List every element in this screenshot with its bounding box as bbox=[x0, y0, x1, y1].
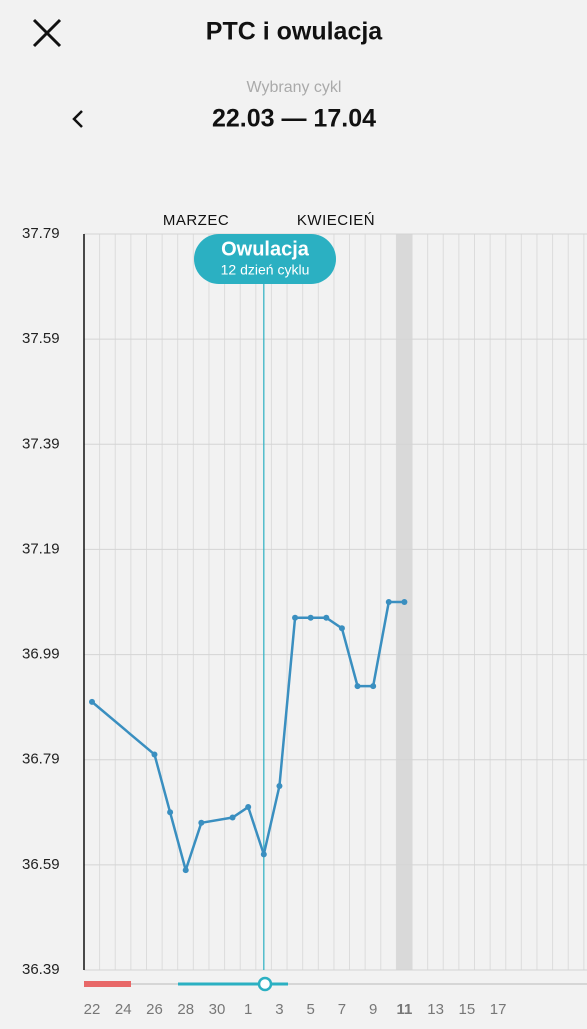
screen-title: PTC i owulacja bbox=[206, 18, 384, 46]
line-segment bbox=[90, 700, 156, 756]
data-point bbox=[182, 867, 189, 874]
data-point bbox=[276, 783, 283, 789]
ovulation-badge bbox=[194, 234, 336, 284]
data-point bbox=[245, 804, 252, 811]
close-icon bbox=[32, 18, 62, 48]
data-point bbox=[89, 698, 95, 705]
data-point bbox=[307, 614, 314, 621]
x-tick-label: 5 bbox=[307, 1001, 315, 1018]
y-tick-label: 37.59 bbox=[22, 330, 60, 347]
line-segment bbox=[200, 816, 234, 825]
x-tick-label: 17 bbox=[490, 1001, 507, 1018]
back-button[interactable] bbox=[72, 110, 83, 128]
y-tick-label: 37.39 bbox=[22, 435, 60, 452]
x-tick-label: 3 bbox=[275, 1001, 283, 1018]
line-segment bbox=[325, 616, 344, 630]
month-label: KWIECIEŃ bbox=[297, 212, 375, 229]
y-tick-label: 36.39 bbox=[22, 961, 60, 978]
line-segment bbox=[262, 784, 281, 856]
x-tick-label: 13 bbox=[427, 1001, 444, 1018]
y-tick-label: 37.79 bbox=[22, 225, 60, 242]
data-point bbox=[401, 599, 408, 605]
data-point bbox=[338, 625, 345, 632]
x-tick-label: 1 bbox=[244, 1001, 252, 1018]
line-segment bbox=[153, 753, 172, 814]
x-tick-label: 22 bbox=[84, 1001, 101, 1018]
x-tick-label: 15 bbox=[459, 1001, 476, 1018]
data-point bbox=[167, 809, 174, 816]
close-button[interactable] bbox=[32, 18, 62, 48]
ovulation-marker[interactable] bbox=[257, 976, 273, 992]
data-point bbox=[198, 819, 205, 826]
line-segment bbox=[246, 805, 266, 856]
data-point bbox=[385, 599, 392, 605]
y-tick-label: 37.19 bbox=[22, 540, 60, 557]
data-point bbox=[370, 683, 377, 690]
x-tick-label: 24 bbox=[115, 1001, 132, 1018]
data-point bbox=[229, 814, 236, 821]
line-segment bbox=[168, 811, 187, 872]
y-tick-label: 36.99 bbox=[22, 646, 60, 663]
y-tick-label: 36.59 bbox=[22, 856, 60, 873]
cycle-label: Wybrany cykl bbox=[247, 79, 342, 96]
y-tick-label: 36.79 bbox=[22, 751, 60, 768]
ovulation-subtitle: 12 dzień cyklu bbox=[221, 262, 310, 278]
x-tick-label: 9 bbox=[369, 1001, 377, 1018]
cycle-range: 22.03 — 17.04 bbox=[212, 105, 376, 133]
plot-area: 36.39 36.59 36.79 36.99 37.19 37.39 37.59 37.79… bbox=[22, 225, 587, 1018]
x-tick-label: 26 bbox=[146, 1001, 163, 1018]
data-point bbox=[151, 751, 158, 758]
ovulation-title: Owulacja bbox=[221, 238, 310, 260]
line-segment bbox=[184, 821, 203, 872]
data-point bbox=[260, 851, 267, 858]
x-tick-label: 30 bbox=[209, 1001, 226, 1018]
data-point bbox=[354, 683, 361, 690]
x-tick-label: 11 bbox=[396, 1001, 412, 1018]
data-point bbox=[292, 614, 299, 621]
line-segment bbox=[278, 616, 297, 788]
month-label: MARZEC bbox=[163, 212, 229, 229]
x-tick-label: 28 bbox=[177, 1001, 194, 1018]
x-tick-label: 7 bbox=[338, 1001, 346, 1018]
line-segment bbox=[340, 627, 359, 688]
line-segment bbox=[231, 805, 250, 819]
data-point bbox=[323, 614, 330, 621]
line-segment bbox=[371, 600, 391, 688]
